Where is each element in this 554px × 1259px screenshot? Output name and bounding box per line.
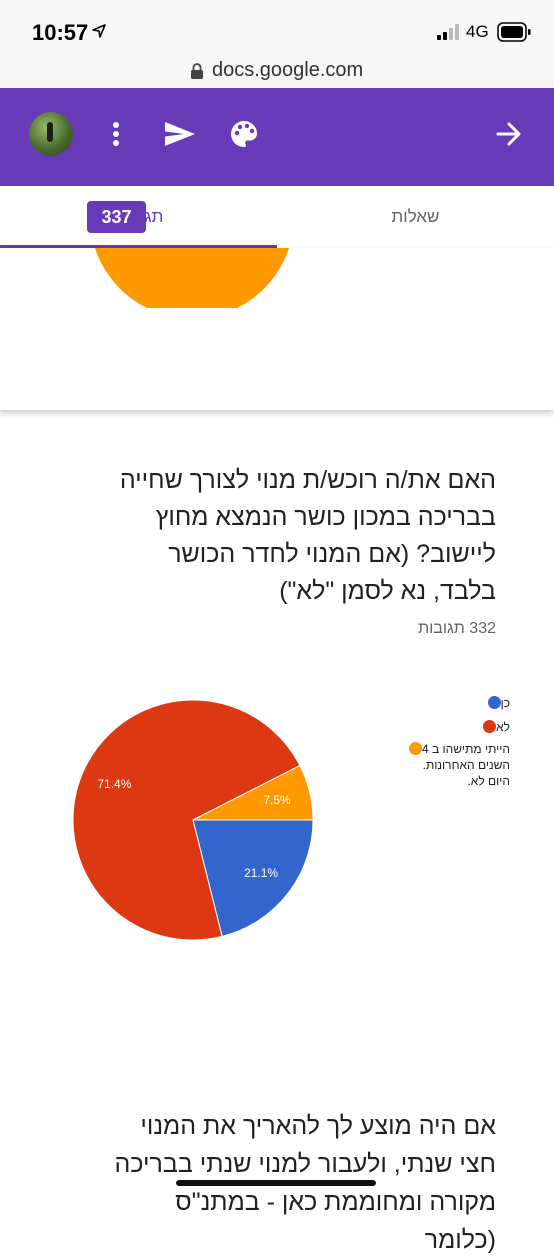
- location-arrow-icon: [92, 24, 106, 38]
- pie-slice-no-label: 71.4%: [97, 777, 131, 791]
- home-indicator: [176, 1180, 376, 1186]
- send-icon[interactable]: [164, 121, 196, 147]
- legend-item-no: לא: [477, 719, 510, 735]
- legend-dot-former: [408, 742, 422, 755]
- legend-dot-no: [483, 720, 497, 733]
- card-gap: [0, 412, 554, 422]
- pie-slice-no: [72, 699, 301, 941]
- responses-count-badge: 337: [87, 201, 146, 233]
- legend-label-former: הייתי מתישהו ב 4 השנים האחרונות. היום לא…: [422, 741, 510, 789]
- battery-icon: [497, 22, 531, 42]
- tab-bar: תגובות שאלות: [0, 186, 554, 248]
- signal-strength-icon: [437, 24, 459, 40]
- pie-slice-former-label: 7.5%: [263, 793, 291, 807]
- status-bar: [0, 0, 554, 56]
- legend-item-former: הייתי מתישהו ב 4 השנים האחרונות. היום לא…: [403, 741, 510, 789]
- legend-line-3: היום לא.: [467, 774, 510, 788]
- previous-question-card: [0, 248, 554, 410]
- legend-dot-yes: [487, 696, 501, 709]
- legend-label-yes: כן: [500, 696, 510, 710]
- pie-slice-yes-label: 21.1%: [244, 866, 278, 880]
- url-text[interactable]: docs.google.com: [212, 59, 364, 81]
- pie-slice-former: [192, 764, 314, 821]
- legend-line-2: השנים האחרונות.: [422, 758, 510, 772]
- tab-active-indicator: [0, 245, 277, 248]
- arrow-forward-icon[interactable]: [496, 122, 522, 146]
- pie-chart: 21.1% 71.4% 7.5%: [72, 699, 314, 941]
- previous-chart-slice: [95, 248, 289, 308]
- network-type: 4G: [466, 22, 489, 41]
- legend-item-yes: כן: [482, 695, 510, 711]
- pie-slice-yes: [192, 819, 314, 938]
- legend-label-no: לא: [496, 720, 510, 734]
- avatar[interactable]: [29, 112, 73, 156]
- more-vert-icon[interactable]: [108, 121, 124, 147]
- question-response-count: 332 תגובות: [418, 620, 496, 637]
- legend-line-1: הייתי מתישהו ב 4: [421, 742, 510, 756]
- question-title: האם את/ה רוכש/ת מנוי לצורך שחייה בבריכה …: [119, 466, 496, 605]
- forms-toolbar: [0, 88, 554, 186]
- lock-icon: [191, 63, 203, 79]
- status-time: 10:57: [32, 20, 89, 45]
- tab-questions[interactable]: שאלות: [277, 186, 554, 248]
- previous-chart: [95, 248, 289, 308]
- browser-url-bar[interactable]: [0, 56, 554, 88]
- palette-icon[interactable]: [229, 119, 259, 149]
- tab-questions-label: שאלות: [391, 207, 440, 226]
